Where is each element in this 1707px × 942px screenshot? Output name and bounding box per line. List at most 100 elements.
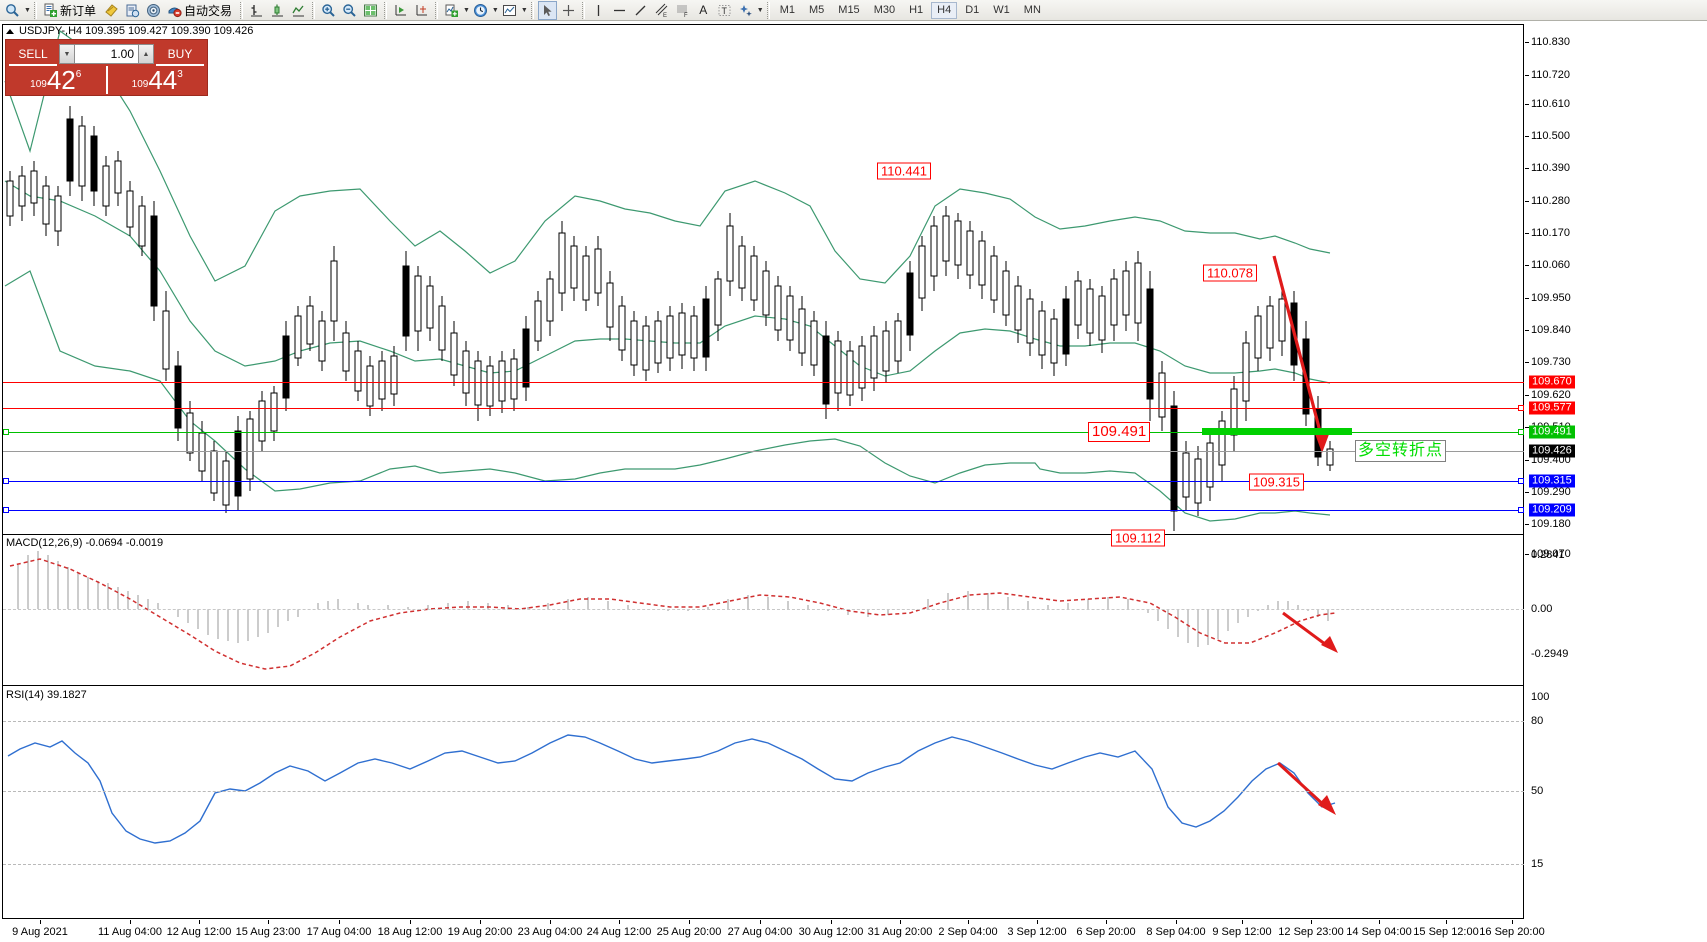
hline-anchor-109-577[interactable] — [1518, 405, 1524, 411]
expert-advisors-icon[interactable] — [123, 1, 142, 20]
timeframe-w1[interactable]: W1 — [993, 4, 1010, 16]
horizontal-line-icon[interactable] — [610, 1, 629, 20]
toolbar-separator — [766, 1, 770, 19]
rsi-series — [7, 734, 1336, 844]
time-tick — [199, 920, 200, 924]
hline-109-315[interactable] — [3, 481, 1524, 482]
objects-icon[interactable] — [736, 1, 755, 20]
timeframe-d1[interactable]: D1 — [965, 4, 980, 16]
new-order-button[interactable]: 新订单 — [41, 1, 100, 20]
annotation-109-491[interactable]: 109.491 — [1088, 422, 1151, 442]
time-label: 19 Aug 20:00 — [447, 926, 513, 938]
text-label-icon[interactable]: T — [715, 1, 734, 20]
buy-price[interactable]: 109 44 3 — [108, 66, 208, 94]
bar-chart-icon[interactable] — [247, 1, 266, 20]
hline-left-anchor-109-209[interactable] — [3, 507, 9, 513]
price-tick — [1525, 554, 1529, 555]
volume-up-arrow-icon[interactable]: ▲ — [138, 44, 154, 64]
hline-anchor-109-209[interactable] — [1518, 507, 1524, 513]
price-badge-109-315[interactable]: 109.315 — [1529, 474, 1575, 488]
fibonacci-icon[interactable]: F — [673, 1, 692, 20]
timeframe-h1[interactable]: H1 — [909, 4, 924, 16]
rsi-axis-100: 100 — [1531, 691, 1550, 703]
crosshair-icon[interactable] — [559, 1, 578, 20]
buy-price-main: 44 — [148, 65, 178, 95]
time-tick — [410, 920, 411, 924]
macd-pane-separator — [2, 534, 1524, 535]
drawn-trend-arrow-rsi[interactable] — [1276, 761, 1336, 815]
hline-109-670[interactable] — [3, 382, 1524, 383]
hline-left-anchor-109-491[interactable] — [3, 429, 9, 435]
price-badge-last[interactable]: 109.426 — [1529, 444, 1575, 458]
chart-area[interactable]: 110.441 110.078 109.491 109.315 109.112 … — [0, 21, 1707, 942]
vertical-line-icon[interactable] — [589, 1, 608, 20]
chevron-down-icon[interactable]: ▼ — [24, 6, 31, 14]
timeframe-m15[interactable]: M15 — [838, 4, 860, 16]
drawn-trend-arrow-macd[interactable] — [1282, 611, 1338, 653]
price-axis[interactable]: 110.830 110.720 110.610 110.500 110.390 … — [1525, 24, 1605, 919]
hline-109-577[interactable] — [3, 408, 1524, 409]
time-tick — [1512, 920, 1513, 924]
annotation-109-112[interactable]: 109.112 — [1111, 529, 1166, 547]
volume-input[interactable]: 1.00 — [75, 44, 138, 64]
one-click-price-row: 109 42 6 109 44 3 — [6, 66, 207, 94]
zoom-in-icon[interactable] — [319, 1, 338, 20]
buy-button[interactable]: BUY — [156, 43, 204, 66]
trendline-icon[interactable] — [631, 1, 650, 20]
volume-down-arrow-icon[interactable]: ▼ — [59, 44, 75, 64]
support-zone-marker[interactable] — [1202, 428, 1352, 435]
price-label: 110.610 — [1531, 98, 1570, 110]
autotrading-label: 自动交易 — [183, 3, 232, 18]
indicators-icon[interactable] — [442, 1, 461, 20]
time-label: 23 Aug 04:00 — [517, 926, 583, 938]
metaeditor-icon[interactable] — [102, 1, 121, 20]
timeframe-m1[interactable]: M1 — [779, 4, 795, 16]
hline-anchor-109-491[interactable] — [1518, 429, 1524, 435]
hline-109-491[interactable] — [3, 432, 1524, 433]
hline-left-anchor-109-315[interactable] — [3, 478, 9, 484]
volume-stepper[interactable]: ▼ 1.00 ▲ — [59, 44, 154, 64]
equidistant-channel-icon[interactable]: E — [652, 1, 671, 20]
templates-icon[interactable] — [500, 1, 519, 20]
hline-109-209[interactable] — [3, 510, 1524, 511]
price-chart-canvas — [4, 29, 1338, 844]
annotation-110-078[interactable]: 110.078 — [1203, 264, 1258, 282]
price-badge-109-209[interactable]: 109.209 — [1529, 503, 1575, 517]
price-badge-109-670[interactable]: 109.670 — [1529, 375, 1575, 389]
line-chart-icon[interactable] — [289, 1, 308, 20]
chevron-down-icon[interactable]: ▼ — [756, 6, 764, 14]
collapse-triangle-icon[interactable] — [6, 28, 14, 34]
macd-axis-min: -0.2949 — [1531, 648, 1569, 660]
periods-icon[interactable] — [471, 1, 490, 20]
rsi-pane-separator — [2, 685, 1524, 686]
chinese-annotation-note[interactable]: 多空转折点 — [1355, 440, 1447, 462]
toolbar-separator — [33, 1, 37, 19]
time-axis[interactable]: 9 Aug 2021 11 Aug 04:00 12 Aug 12:00 15 … — [2, 920, 1545, 942]
time-label: 3 Sep 12:00 — [1007, 926, 1067, 938]
sell-button[interactable]: SELL — [9, 43, 57, 66]
hline-anchor-109-315[interactable] — [1518, 478, 1524, 484]
timeframe-m5[interactable]: M5 — [809, 4, 825, 16]
tile-windows-icon[interactable] — [361, 1, 380, 20]
zoom-out-icon[interactable] — [340, 1, 359, 20]
signals-icon[interactable] — [144, 1, 163, 20]
chart-shift-icon[interactable] — [412, 1, 431, 20]
candlestick-chart-icon[interactable] — [268, 1, 287, 20]
price-badge-109-577[interactable]: 109.577 — [1529, 401, 1575, 415]
chevron-down-icon[interactable]: ▼ — [462, 6, 470, 14]
one-click-trading-panel[interactable]: SELL ▼ 1.00 ▲ BUY 109 42 6 109 44 3 — [5, 39, 208, 96]
zoom-tool-icon[interactable] — [3, 1, 22, 20]
text-icon[interactable]: A — [699, 3, 708, 17]
sell-price[interactable]: 109 42 6 — [6, 66, 106, 94]
autotrading-button[interactable]: 自动交易 — [165, 1, 236, 20]
timeframe-mn[interactable]: MN — [1023, 4, 1041, 16]
auto-scroll-icon[interactable] — [391, 1, 410, 20]
chevron-down-icon[interactable]: ▼ — [491, 6, 499, 14]
annotation-109-315[interactable]: 109.315 — [1249, 473, 1304, 491]
price-badge-109-491[interactable]: 109.491 — [1529, 425, 1575, 439]
timeframe-m30[interactable]: M30 — [873, 4, 896, 16]
cursor-icon[interactable] — [537, 0, 557, 20]
chevron-down-icon[interactable]: ▼ — [520, 6, 528, 14]
timeframe-h4[interactable]: H4 — [931, 1, 958, 19]
annotation-110-441[interactable]: 110.441 — [877, 162, 932, 180]
